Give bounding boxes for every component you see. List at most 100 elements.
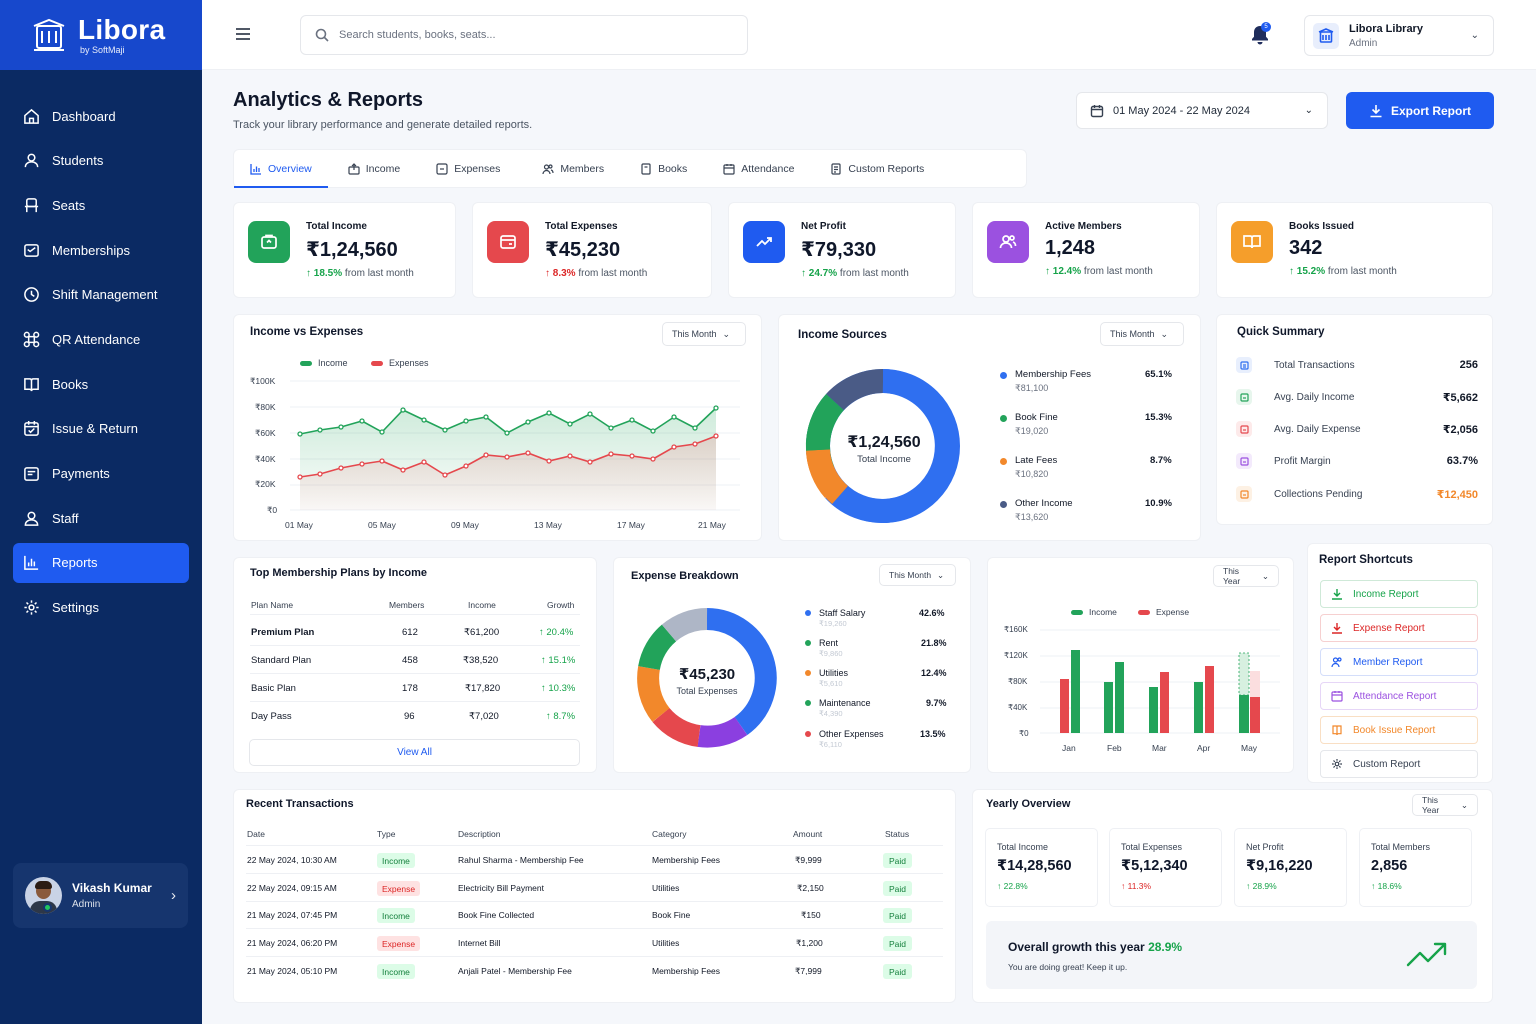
export-report-button[interactable]: Export Report xyxy=(1346,92,1494,129)
income-sources-donut xyxy=(805,368,960,523)
library-logo-icon xyxy=(1313,22,1339,49)
sidebar-item-books[interactable]: Books xyxy=(13,364,189,404)
card-title: Yearly Overview xyxy=(986,798,1071,810)
legend-dot xyxy=(805,700,811,706)
expense-item: Rent ₹9,860 xyxy=(819,638,843,658)
sidebar-item-shift-management[interactable]: Shift Management xyxy=(13,275,189,315)
kpi-change: ↑ 8.3% from last month xyxy=(545,268,648,279)
view-all-button[interactable]: View All xyxy=(249,739,580,766)
kpi-card-total-expenses: Total Expenses ₹45,230 ↑ 8.3% from last … xyxy=(472,202,712,298)
status-badge: Paid xyxy=(883,908,913,923)
summary-row: Collections Pending ₹12,450 xyxy=(1236,484,1478,504)
source-item: Late Fees ₹10,820 xyxy=(1015,455,1058,479)
sidebar-item-payments[interactable]: Payments xyxy=(13,454,189,494)
kpi-card-active-members: Active Members 1,248 ↑ 12.4% from last m… xyxy=(972,202,1200,298)
sidebar-item-label: Settings xyxy=(52,600,99,616)
sidebar-nav: Dashboard Students Seats Memberships Shi… xyxy=(0,70,202,628)
library-logo-icon xyxy=(33,18,65,51)
tab-expenses[interactable]: Expenses xyxy=(428,150,528,187)
wallet-icon xyxy=(248,221,290,263)
bar-expense-may xyxy=(1250,697,1260,733)
sidebar-item-label: Memberships xyxy=(52,242,131,258)
chevron-down-icon: ⌄ xyxy=(1304,105,1313,116)
date-range-picker[interactable]: 01 May 2024 - 22 May 2024 ⌄ xyxy=(1076,92,1328,129)
y-tick: ₹80K xyxy=(1008,677,1028,686)
sidebar-item-reports[interactable]: Reports xyxy=(13,542,189,583)
expense-pct: 13.5% xyxy=(920,729,946,739)
brand-logo[interactable]: Libora by SoftMaji xyxy=(0,0,202,70)
chevron-down-icon: ⌄ xyxy=(1460,799,1468,810)
hamburger-menu-icon[interactable] xyxy=(235,27,251,41)
sidebar-item-label: Reports xyxy=(52,555,98,571)
legend-expense: Expense xyxy=(1138,607,1189,617)
yearly-stat-total-expenses: Total Expenses ₹5,12,340 ↑ 11.3% xyxy=(1109,828,1222,907)
expense-item: Utilities ₹5,610 xyxy=(819,668,849,688)
expense-report-shortcut[interactable]: Expense Report xyxy=(1320,614,1478,642)
attendance-report-shortcut[interactable]: Attendance Report xyxy=(1320,682,1478,710)
brand-name: Libora xyxy=(78,13,166,45)
type-badge: Expense xyxy=(377,881,421,896)
search-input[interactable]: Search students, books, seats... xyxy=(300,15,748,55)
sidebar-item-issue-return[interactable]: Issue & Return xyxy=(13,409,189,449)
book-issue-report-shortcut[interactable]: Book Issue Report xyxy=(1320,716,1478,744)
tab-income[interactable]: Income xyxy=(328,150,428,187)
topbar: Search students, books, seats... 5 Libor… xyxy=(202,0,1536,70)
account-role: Admin xyxy=(1349,37,1378,49)
period-dropdown[interactable]: This Year ⌄ xyxy=(1213,565,1279,587)
tab-attendance[interactable]: Attendance xyxy=(715,150,822,187)
income-report-shortcut[interactable]: Income Report xyxy=(1320,580,1478,608)
sidebar-item-seats[interactable]: Seats xyxy=(13,185,189,225)
sidebar-item-students[interactable]: Students xyxy=(13,141,189,181)
sidebar-item-label: Shift Management xyxy=(52,287,158,303)
legend-dot xyxy=(805,610,811,616)
kpi-card-net-profit: Net Profit ₹79,330 ↑ 24.7% from last mon… xyxy=(728,202,956,298)
table-header: Status xyxy=(885,829,910,839)
period-dropdown[interactable]: This Year ⌄ xyxy=(1412,794,1478,816)
membership-plans-card xyxy=(233,557,597,773)
tab-books[interactable]: Books xyxy=(632,150,715,187)
y-tick: ₹60K xyxy=(255,428,276,438)
chevron-down-icon: ⌄ xyxy=(1470,30,1479,41)
donut-center-value: ₹45,230 xyxy=(678,666,736,683)
expense-icon xyxy=(436,162,448,175)
expense-pct: 42.6% xyxy=(919,608,945,618)
period-dropdown[interactable]: This Month ⌄ xyxy=(662,322,746,346)
income-expense-line-chart xyxy=(290,380,740,511)
page-subtitle: Track your library performance and gener… xyxy=(233,119,533,131)
tab-overview[interactable]: Overview xyxy=(234,150,328,188)
sidebar-item-qr-attendance[interactable]: QR Attendance xyxy=(13,319,189,359)
bar-income-may-forecast xyxy=(1238,652,1250,696)
sidebar-item-dashboard[interactable]: Dashboard xyxy=(13,96,189,136)
sidebar-item-settings[interactable]: Settings xyxy=(13,588,189,628)
source-item: Other Income ₹13,620 xyxy=(1015,498,1073,522)
calendar-icon xyxy=(1331,691,1343,702)
y-tick: ₹120K xyxy=(1004,651,1028,660)
sidebar-item-staff[interactable]: Staff xyxy=(13,498,189,538)
tab-members[interactable]: Members xyxy=(528,150,632,187)
custom-report-shortcut[interactable]: Custom Report xyxy=(1320,750,1478,778)
type-badge: Income xyxy=(377,853,415,868)
yearly-stat-total-members: Total Members 2,856 ↑ 18.6% xyxy=(1359,828,1472,907)
transactions-icon xyxy=(1236,357,1252,373)
bar-expense-apr xyxy=(1205,666,1214,733)
summary-value: 63.7% xyxy=(1446,455,1478,467)
brand-sub: by SoftMaji xyxy=(80,44,125,55)
x-tick: Feb xyxy=(1107,743,1122,753)
member-report-shortcut[interactable]: Member Report xyxy=(1320,648,1478,676)
sidebar: Libora by SoftMaji Dashboard Students Se… xyxy=(0,0,202,1024)
donut-center-value: ₹1,24,560 xyxy=(847,434,921,451)
margin-icon xyxy=(1236,453,1252,469)
user-profile-card[interactable]: Vikash Kumar Admin › xyxy=(13,863,188,928)
chevron-down-icon: ⌄ xyxy=(937,569,945,580)
kpi-label: Books Issued xyxy=(1289,221,1355,232)
table-header: Description xyxy=(458,829,501,839)
period-dropdown[interactable]: This Month ⌄ xyxy=(1100,322,1184,346)
legend-dot xyxy=(1000,372,1007,379)
download-icon xyxy=(1332,623,1342,634)
yearly-stat-net-profit: Net Profit ₹9,16,220 ↑ 28.9% xyxy=(1234,828,1347,907)
tab-custom-reports[interactable]: Custom Reports xyxy=(822,150,940,187)
period-dropdown[interactable]: This Month ⌄ xyxy=(879,564,956,586)
chart-icon xyxy=(24,556,39,571)
account-switcher[interactable]: Libora Library Admin ⌄ xyxy=(1304,15,1494,56)
sidebar-item-memberships[interactable]: Memberships xyxy=(13,230,189,270)
